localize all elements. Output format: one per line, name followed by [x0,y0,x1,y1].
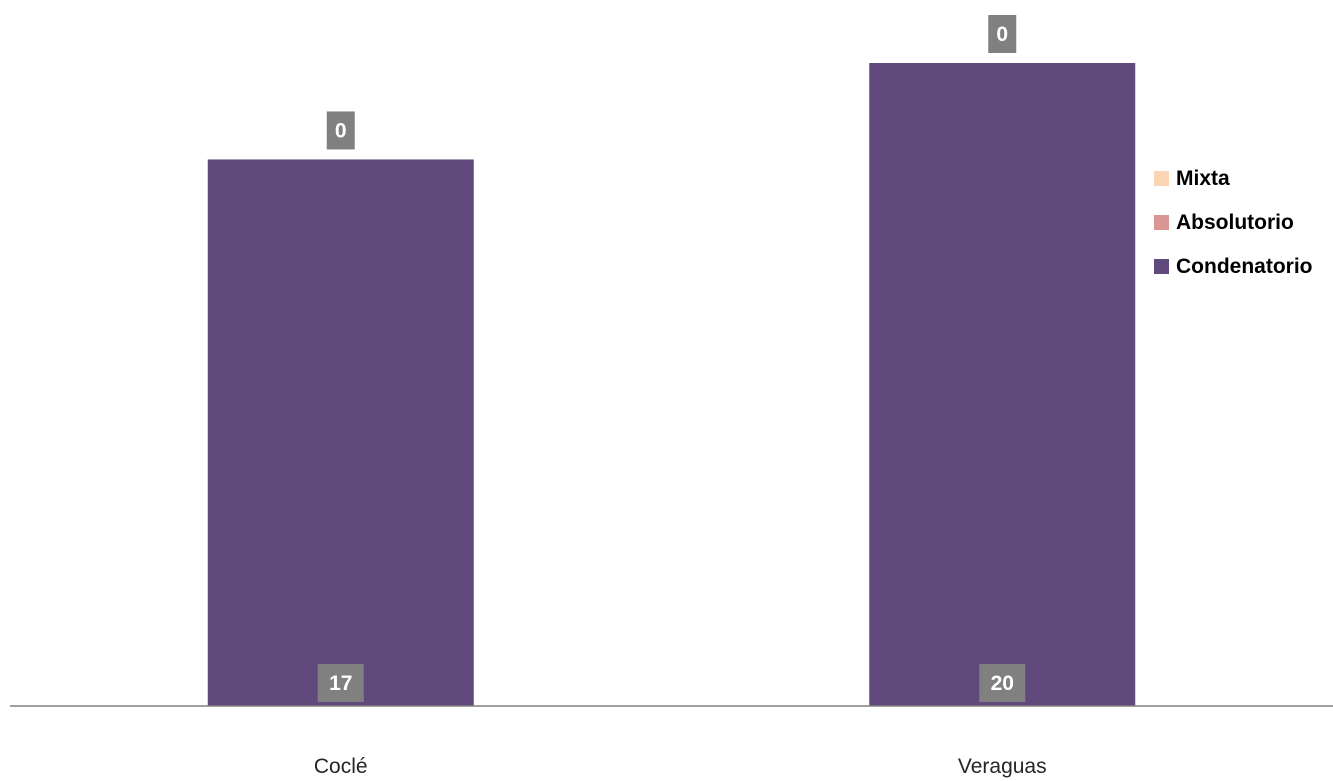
legend-item-condenatorio: Condenatorio [1154,255,1313,278]
legend-item-absolutorio: Absolutorio [1154,211,1294,234]
legend-swatch-mixta [1154,171,1169,186]
data-labels-layer: 17 0 20 0 [317,15,1026,702]
data-label-mixta-0: 0 [326,111,355,150]
legend-swatch-condenatorio [1154,259,1169,274]
data-label-mixta-0-box [326,111,355,150]
data-label-mixta-1-box [988,15,1017,53]
data-label-condenatorio-0-text: 17 [329,672,352,695]
legend-label-absolutorio: Absolutorio [1176,211,1294,234]
bars-layer [207,63,1136,706]
bar-condenatorio-0 [207,159,474,706]
data-label-condenatorio-0: 17 [317,664,364,702]
legend-label-mixta: Mixta [1176,167,1230,190]
x-tick-label-0: Coclé [314,755,368,778]
data-label-condenatorio-1-text: 20 [991,672,1014,695]
x-axis-tick-labels: Coclé Veraguas [314,755,1047,778]
data-label-mixta-1: 0 [988,15,1017,53]
data-label-condenatorio-0-box [317,664,364,702]
data-label-condenatorio-1: 20 [979,664,1026,702]
data-label-mixta-1-text: 0 [996,23,1008,46]
data-label-condenatorio-1-box [979,664,1026,702]
bar-condenatorio-1 [869,63,1136,706]
x-tick-label-1: Veraguas [958,755,1047,778]
legend-label-condenatorio: Condenatorio [1176,255,1313,278]
data-label-mixta-0-text: 0 [335,119,347,142]
legend-swatch-absolutorio [1154,215,1169,230]
legend-item-mixta: Mixta [1154,167,1230,190]
legend: Mixta Absolutorio Condenatorio [1154,167,1313,278]
